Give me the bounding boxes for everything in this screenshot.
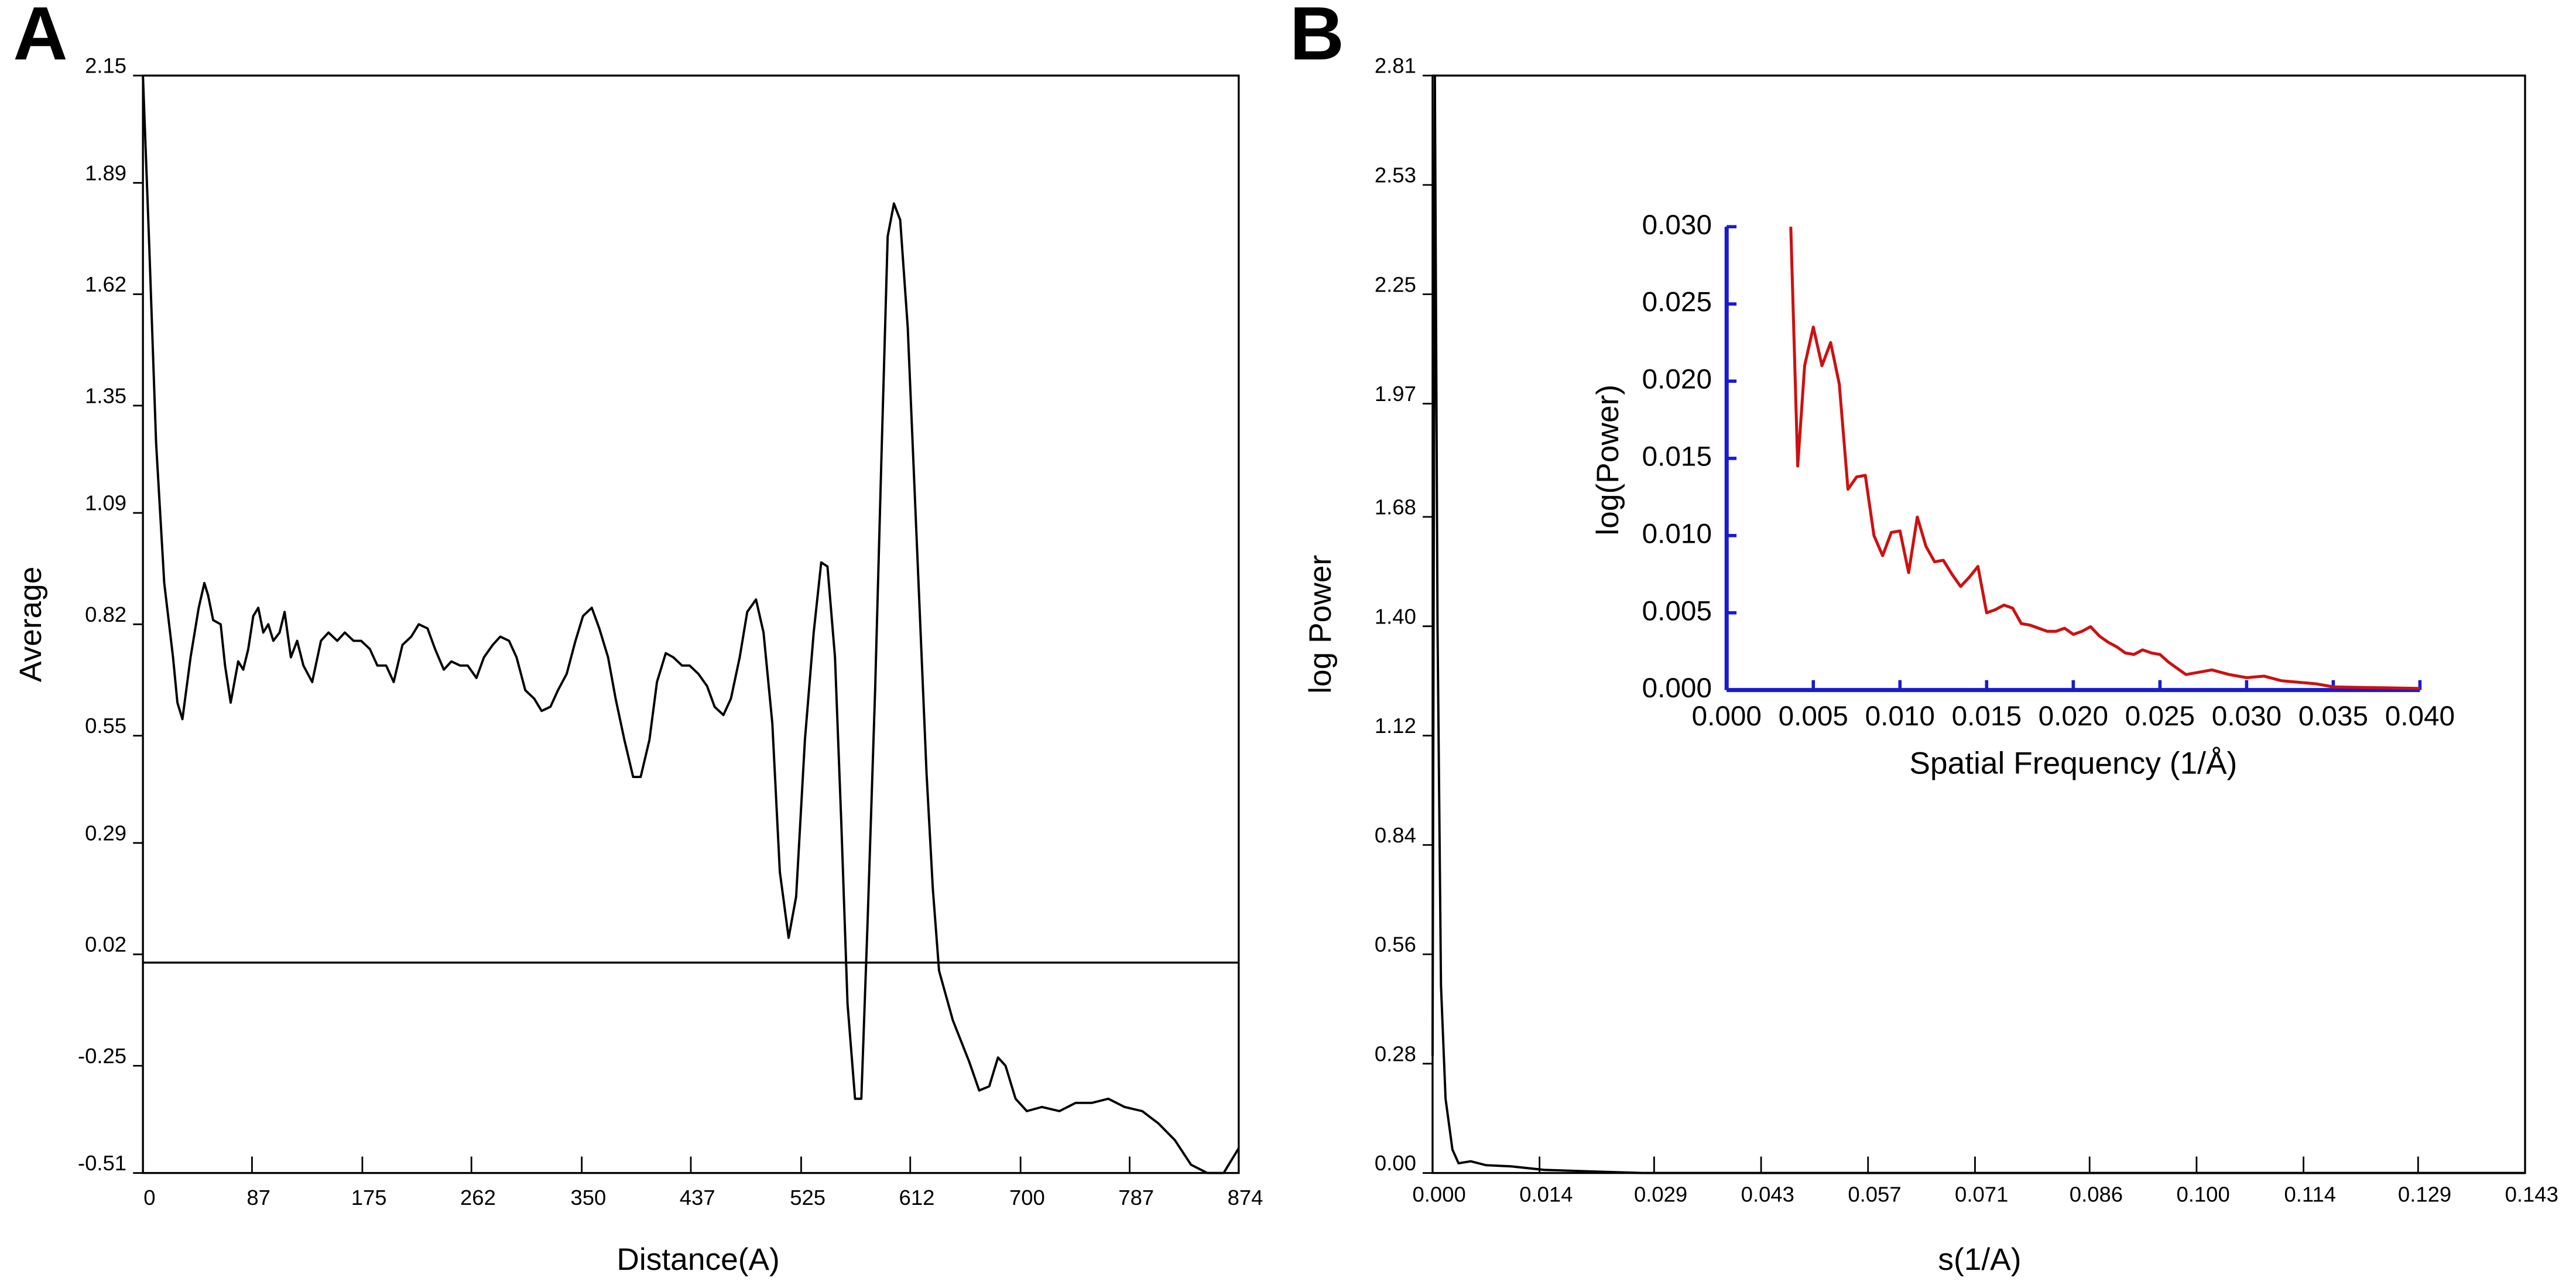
data-line <box>1431 74 2526 1174</box>
x-tick-label: 0.086 <box>2070 1182 2123 1206</box>
panel-letter: A <box>13 0 67 76</box>
y-tick-label: 0.55 <box>85 714 126 738</box>
y-tick-label: 1.09 <box>85 491 126 515</box>
y-tick-label: 2.53 <box>1375 163 1416 187</box>
x-tick-label: 175 <box>351 1186 387 1210</box>
x-tick-label: 525 <box>790 1186 825 1210</box>
x-tick-label: 0.015 <box>1952 701 2022 732</box>
y-tick-label: 1.35 <box>85 383 126 407</box>
y-tick-label: 1.68 <box>1375 495 1416 519</box>
y-axis-label: log Power <box>1303 555 1338 694</box>
y-tick-label: 0.02 <box>85 933 126 957</box>
x-tick-label: 0.000 <box>1413 1182 1466 1206</box>
x-tick-label: 0.030 <box>2212 701 2282 732</box>
y-tick-label: 0.82 <box>85 602 126 626</box>
y-tick-label: 0.030 <box>1642 210 1712 241</box>
x-tick-label: 350 <box>570 1186 606 1210</box>
y-tick-label: 0.84 <box>1375 823 1416 847</box>
x-tick-label: 0.029 <box>1634 1182 1687 1206</box>
y-tick-label: 0.00 <box>1375 1151 1416 1175</box>
x-tick-label: 0.010 <box>1865 701 1935 732</box>
y-tick-label: 0.56 <box>1375 933 1416 957</box>
x-tick-label: 0.000 <box>1692 701 1762 732</box>
x-axis-label: Spatial Frequency (1/Å) <box>1909 746 2237 781</box>
y-tick-label: 1.89 <box>85 161 126 185</box>
y-tick-label: 1.62 <box>85 272 126 296</box>
y-axis-label: Average <box>13 567 48 683</box>
x-axis-label: Distance(A) <box>616 1242 779 1277</box>
data-line <box>142 76 1240 1174</box>
y-tick-label: 0.005 <box>1642 595 1712 626</box>
y-tick-label: 0.015 <box>1642 441 1712 472</box>
x-tick-label: 787 <box>1118 1186 1154 1210</box>
data-line <box>1789 227 2420 690</box>
x-tick-label: 87 <box>246 1186 270 1210</box>
y-tick-label: -0.51 <box>78 1151 126 1175</box>
y-tick-label: 2.25 <box>1375 272 1416 296</box>
y-tick-label: 0.010 <box>1642 518 1712 549</box>
y-tick-label: 1.12 <box>1375 714 1416 738</box>
y-tick-label: 0.29 <box>85 821 126 845</box>
x-tick-label: 874 <box>1228 1186 1263 1210</box>
plot-frame <box>1431 74 2526 1174</box>
x-tick-label: 0.035 <box>2298 701 2368 732</box>
x-tick-label: 0.043 <box>1741 1182 1794 1206</box>
x-tick-label: 0.014 <box>1519 1182 1573 1206</box>
x-tick-label: 0.057 <box>1848 1182 1901 1206</box>
x-tick-label: 0.071 <box>1955 1182 2008 1206</box>
x-tick-label: 0.114 <box>2284 1182 2337 1206</box>
y-tick-label: 0.000 <box>1642 673 1712 704</box>
y-tick-label: -0.25 <box>78 1044 126 1068</box>
y-tick-label: 2.81 <box>1375 54 1416 78</box>
plot-frame <box>142 74 1240 1174</box>
y-tick-label: 2.15 <box>85 54 126 78</box>
panel-letter: B <box>1290 0 1344 76</box>
x-tick-label: 612 <box>899 1186 935 1210</box>
x-axis-label: s(1/A) <box>1938 1242 2021 1277</box>
y-tick-label: 0.020 <box>1642 364 1712 395</box>
y-tick-label: 1.40 <box>1375 604 1416 628</box>
x-tick-label: 0 <box>143 1186 155 1210</box>
y-tick-label: 0.025 <box>1642 287 1712 318</box>
y-axis-label: log(Power) <box>1591 385 1625 536</box>
y-tick-label: 0.28 <box>1375 1042 1416 1066</box>
x-tick-label: 0.020 <box>2039 701 2108 732</box>
x-tick-label: 0.143 <box>2505 1182 2558 1206</box>
x-tick-label: 700 <box>1009 1186 1045 1210</box>
x-tick-label: 437 <box>680 1186 715 1210</box>
x-tick-label: 262 <box>460 1186 496 1210</box>
x-tick-label: 0.129 <box>2398 1182 2451 1206</box>
x-tick-label: 0.025 <box>2125 701 2195 732</box>
x-tick-label: 0.040 <box>2385 701 2455 732</box>
x-tick-label: 0.100 <box>2176 1182 2229 1206</box>
x-tick-label: 0.005 <box>1779 701 1848 732</box>
y-tick-label: 1.97 <box>1375 382 1416 406</box>
